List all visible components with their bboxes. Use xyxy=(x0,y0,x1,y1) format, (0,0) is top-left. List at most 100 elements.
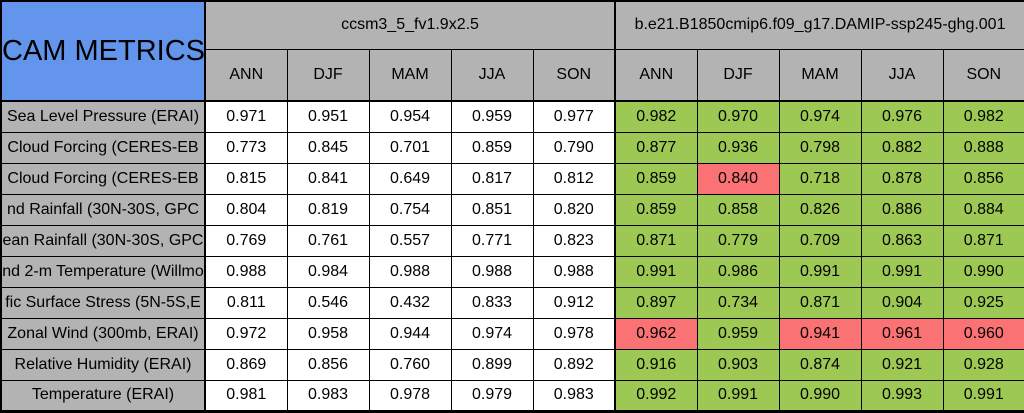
value-cell: 0.979 xyxy=(450,379,534,412)
value-cell: 0.991 xyxy=(614,255,698,288)
value-cell: 0.988 xyxy=(368,255,452,288)
value-cell: 0.546 xyxy=(286,286,370,319)
value-cell: 0.859 xyxy=(450,131,534,164)
value-cell: 0.886 xyxy=(860,193,944,226)
value-cell: 0.833 xyxy=(450,286,534,319)
season-header-son: SON xyxy=(942,48,1024,102)
value-cell: 0.921 xyxy=(860,348,944,381)
value-cell: 0.988 xyxy=(450,255,534,288)
value-cell: 0.944 xyxy=(368,317,452,350)
value-cell: 0.826 xyxy=(778,193,862,226)
value-cell: 0.811 xyxy=(204,286,288,319)
row-label: Cloud Forcing (CERES-EB xyxy=(0,131,206,164)
value-cell: 0.959 xyxy=(450,100,534,133)
value-cell: 0.649 xyxy=(368,162,452,195)
season-header-djf: DJF xyxy=(696,48,780,102)
season-header-ann: ANN xyxy=(614,48,698,102)
value-cell: 0.988 xyxy=(532,255,617,288)
value-cell: 0.871 xyxy=(614,224,698,257)
value-cell: 0.892 xyxy=(532,348,617,381)
value-cell: 0.986 xyxy=(696,255,780,288)
season-header-son: SON xyxy=(532,48,617,102)
value-cell: 0.960 xyxy=(942,317,1024,350)
value-cell: 0.903 xyxy=(696,348,780,381)
season-header-jja: JJA xyxy=(860,48,944,102)
row-label: Sea Level Pressure (ERAI) xyxy=(0,100,206,133)
value-cell: 0.856 xyxy=(286,348,370,381)
value-cell: 0.990 xyxy=(942,255,1024,288)
value-cell: 0.928 xyxy=(942,348,1024,381)
season-header-ann: ANN xyxy=(204,48,288,102)
value-cell: 0.769 xyxy=(204,224,288,257)
season-header-jja: JJA xyxy=(450,48,534,102)
value-cell: 0.974 xyxy=(450,317,534,350)
value-cell: 0.804 xyxy=(204,193,288,226)
season-header-mam: MAM xyxy=(778,48,862,102)
value-cell: 0.991 xyxy=(778,255,862,288)
value-cell: 0.812 xyxy=(532,162,617,195)
value-cell: 0.941 xyxy=(778,317,862,350)
value-cell: 0.882 xyxy=(860,131,944,164)
row-label: Relative Humidity (ERAI) xyxy=(0,348,206,381)
value-cell: 0.961 xyxy=(860,317,944,350)
season-header-djf: DJF xyxy=(286,48,370,102)
value-cell: 0.899 xyxy=(450,348,534,381)
model-header-b-e21: b.e21.B1850cmip6.f09_g17.DAMIP-ssp245-gh… xyxy=(614,0,1024,50)
value-cell: 0.771 xyxy=(450,224,534,257)
season-header-row: ANN DJF MAM JJA SON ANN DJF MAM JJA SON xyxy=(1,48,1024,102)
value-cell: 0.773 xyxy=(204,131,288,164)
value-cell: 0.972 xyxy=(204,317,288,350)
model-header-ccsm3: ccsm3_5_fv1.9x2.5 xyxy=(204,0,617,50)
table-title: CAM METRICS xyxy=(0,0,206,102)
value-cell: 0.760 xyxy=(368,348,452,381)
value-cell: 0.815 xyxy=(204,162,288,195)
value-cell: 0.976 xyxy=(860,100,944,133)
row-label: nd Rainfall (30N-30S, GPC xyxy=(0,193,206,226)
value-cell: 0.958 xyxy=(286,317,370,350)
value-cell: 0.874 xyxy=(778,348,862,381)
value-cell: 0.790 xyxy=(532,131,617,164)
value-cell: 0.983 xyxy=(286,379,370,412)
value-cell: 0.971 xyxy=(204,100,288,133)
value-cell: 0.851 xyxy=(450,193,534,226)
row-label: Zonal Wind (300mb, ERAI) xyxy=(0,317,206,350)
value-cell: 0.978 xyxy=(368,379,452,412)
table-row: Zonal Wind (300mb, ERAI) 0.972 0.958 0.944 0… xyxy=(0,317,1024,350)
value-cell: 0.557 xyxy=(368,224,452,257)
value-cell: 0.991 xyxy=(860,255,944,288)
value-cell: 0.991 xyxy=(696,379,780,412)
value-cell: 0.845 xyxy=(286,131,370,164)
value-cell: 0.978 xyxy=(532,317,617,350)
value-cell: 0.991 xyxy=(942,379,1024,412)
value-cell: 0.970 xyxy=(696,100,780,133)
value-cell: 0.977 xyxy=(532,100,617,133)
value-cell: 0.858 xyxy=(696,193,780,226)
value-cell: 0.982 xyxy=(614,100,698,133)
value-cell: 0.817 xyxy=(450,162,534,195)
value-cell: 0.916 xyxy=(614,348,698,381)
value-cell: 0.779 xyxy=(696,224,780,257)
season-header-mam: MAM xyxy=(368,48,452,102)
value-cell: 0.823 xyxy=(532,224,617,257)
value-cell: 0.701 xyxy=(368,131,452,164)
value-cell: 0.761 xyxy=(286,224,370,257)
value-cell: 0.709 xyxy=(778,224,862,257)
value-cell: 0.871 xyxy=(942,224,1024,257)
value-cell: 0.718 xyxy=(778,162,862,195)
table-row: Temperature (ERAI) 0.981 0.983 0.978 0.979 0.… xyxy=(0,379,1024,412)
value-cell: 0.432 xyxy=(368,286,452,319)
value-cell: 0.912 xyxy=(532,286,617,319)
value-cell: 0.819 xyxy=(286,193,370,226)
value-cell: 0.884 xyxy=(942,193,1024,226)
value-cell: 0.951 xyxy=(286,100,370,133)
value-cell: 0.959 xyxy=(696,317,780,350)
row-label: Cloud Forcing (CERES-EB xyxy=(0,162,206,195)
value-cell: 0.974 xyxy=(778,100,862,133)
table-row: ean Rainfall (30N-30S, GPC 0.769 0.761 0.55… xyxy=(0,224,1024,257)
value-cell: 0.984 xyxy=(286,255,370,288)
value-cell: 0.878 xyxy=(860,162,944,195)
value-cell: 0.877 xyxy=(614,131,698,164)
row-label: ean Rainfall (30N-30S, GPC xyxy=(0,224,206,257)
value-cell: 0.856 xyxy=(942,162,1024,195)
table-row: fic Surface Stress (5N-5S,E 0.811 0.546 0.4… xyxy=(0,286,1024,319)
